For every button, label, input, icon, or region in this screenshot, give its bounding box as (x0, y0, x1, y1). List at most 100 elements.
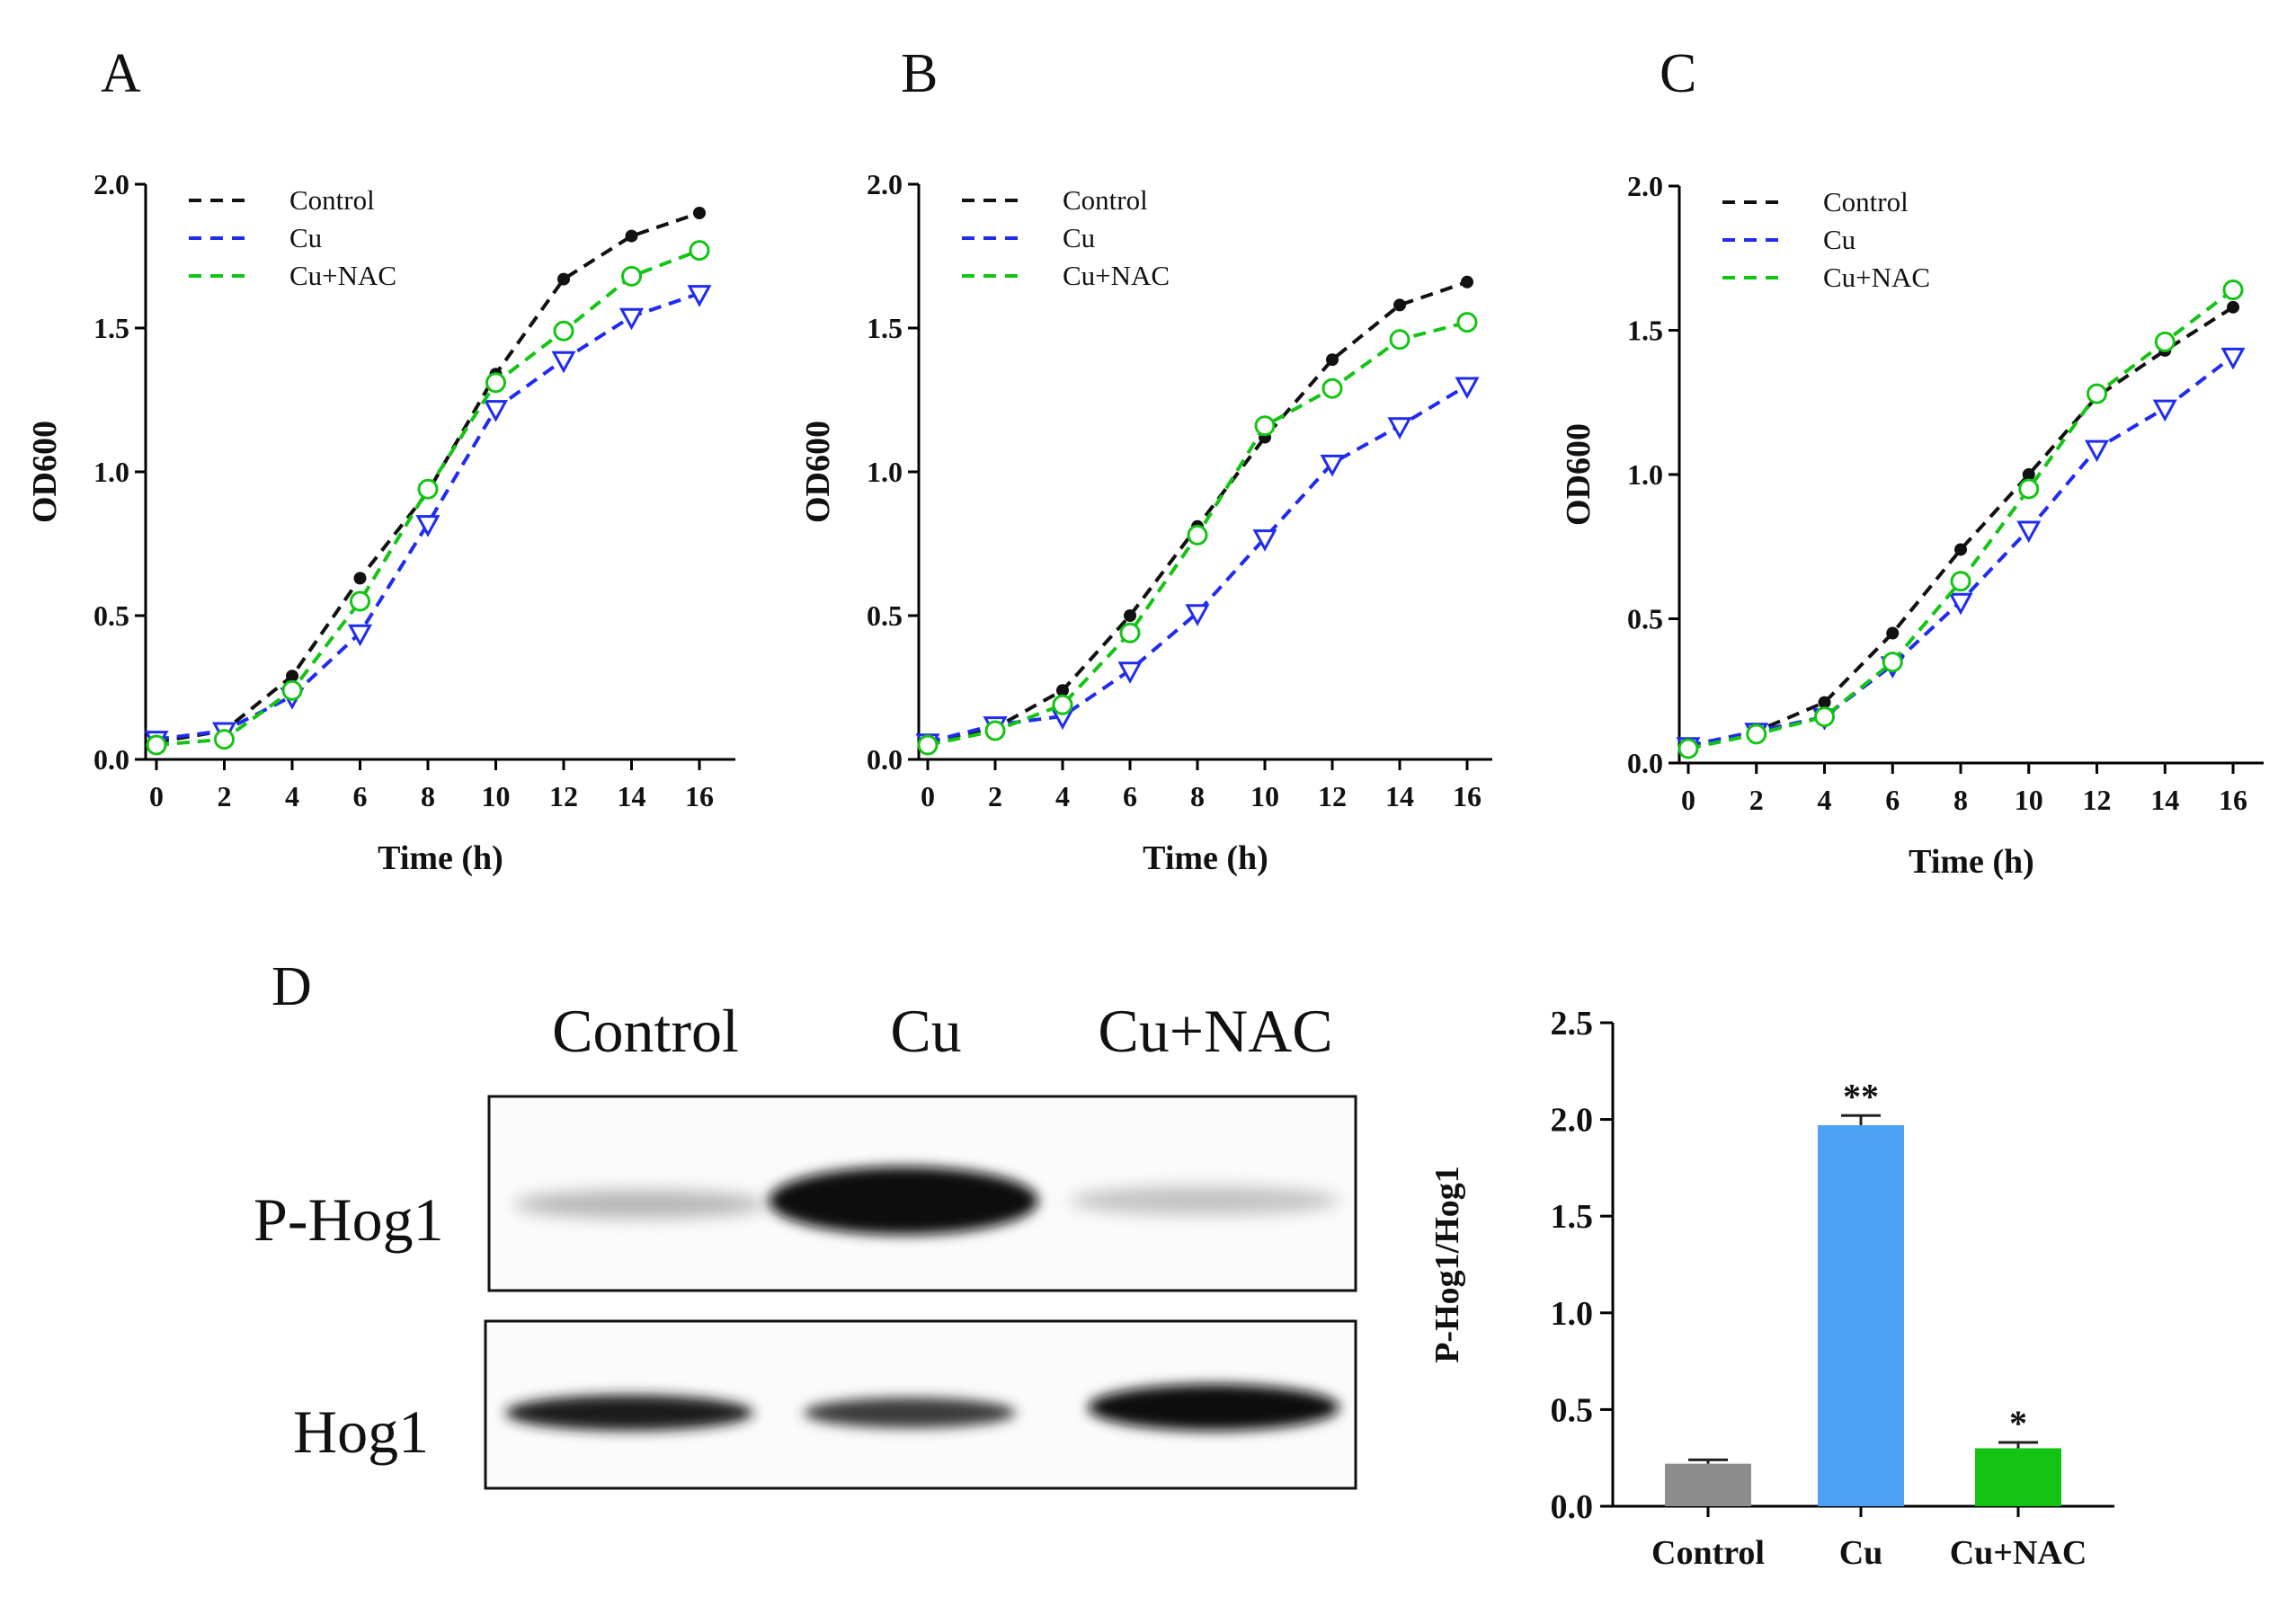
data-point-a (618, 307, 645, 331)
data-point-b (1393, 298, 1406, 312)
data-point-b (1461, 275, 1473, 288)
band-hog1-cu (804, 1397, 1016, 1428)
data-point-a (687, 285, 712, 307)
data-point-a (415, 515, 441, 537)
bar-1 (1818, 1125, 1904, 1506)
x-tick-label-b: 2 (988, 780, 1002, 812)
y-tick-label-a: 2.0 (93, 168, 129, 200)
bar-category-label: Control (1651, 1534, 1765, 1572)
data-point-b (1456, 312, 1478, 333)
band-p-hog1-cu (769, 1167, 1038, 1235)
bar-2 (1975, 1448, 2061, 1506)
legend-label-b: Cu+NAC (1063, 260, 1170, 291)
data-point-b (1052, 694, 1073, 715)
data-point-c (1882, 652, 1903, 673)
x-tick-label-c: 12 (2083, 784, 2112, 816)
data-point-c (1814, 706, 1835, 728)
y-tick-label-a: 0.5 (93, 599, 129, 632)
panel-letter-a: A (101, 43, 141, 104)
data-point-b (1119, 622, 1141, 643)
legend-label-b: Control (1063, 184, 1148, 216)
legend-label-a: Control (289, 184, 375, 216)
data-point-a (551, 350, 576, 374)
x-tick-label-b: 8 (1190, 780, 1205, 812)
data-point-b (1117, 661, 1143, 684)
x-axis-title-c: Time (h) (1909, 843, 2034, 881)
bar-category-label: Cu+NAC (1950, 1534, 2087, 1572)
bar-y-tick-label: 1.0 (1551, 1295, 1594, 1333)
x-tick-label-c: 8 (1953, 784, 1968, 816)
x-tick-label-a: 0 (149, 780, 164, 812)
growth-chart-b: 0.0 0.5 1.0 1.5 2.0 0 2 4 6 8 10 12 14 16 Time (h) OD60… (799, 168, 1492, 877)
data-point-c (2227, 300, 2239, 314)
data-point-c (2222, 279, 2244, 301)
y-tick-label-b: 0.5 (867, 599, 903, 632)
data-point-b (1124, 609, 1136, 622)
y-tick-label-b: 2.0 (867, 168, 903, 200)
data-point-b (1252, 529, 1277, 552)
data-point-c (2152, 399, 2177, 422)
panel-letter-c: C (1660, 43, 1696, 104)
data-point-a (483, 400, 509, 422)
data-point-a (557, 272, 570, 286)
data-point-a (353, 572, 367, 585)
x-tick-label-b: 6 (1123, 780, 1137, 812)
x-tick-label-b: 12 (1318, 780, 1347, 812)
data-point-a (286, 670, 298, 683)
data-point-c (2022, 468, 2035, 481)
x-tick-label-a: 14 (618, 780, 646, 812)
data-point-b (1056, 684, 1069, 697)
series-line-c-0 (1687, 306, 2235, 748)
data-point-c (2016, 520, 2042, 544)
panel-letter-b: B (901, 43, 938, 104)
data-point-a (621, 265, 642, 287)
series-line-a-1 (156, 291, 700, 741)
y-tick-label-b: 1.5 (867, 312, 903, 344)
y-tick-label-c: 1.0 (1627, 458, 1663, 491)
data-point-c (2220, 347, 2246, 370)
x-tick-label-c: 4 (1818, 784, 1832, 816)
panel-letter-d: D (271, 956, 312, 1017)
bar-category-label: Cu (1839, 1534, 1883, 1572)
bar-y-tick-label: 2.0 (1551, 1102, 1594, 1140)
x-tick-label-a: 2 (218, 780, 232, 812)
growth-chart-a: 0.0 0.5 1.0 1.5 2.0 0 2 4 6 8 10 12 14 16 Time (h) OD60… (26, 168, 735, 877)
significance-mark-1: ** (1843, 1076, 1879, 1116)
x-tick-label-c: 10 (2015, 784, 2043, 816)
y-tick-label-a: 1.5 (93, 312, 129, 344)
data-point-a (214, 729, 235, 750)
y-axis-title-b: OD600 (799, 421, 837, 523)
y-tick-label-b: 0.0 (867, 743, 903, 776)
legend-label-c: Cu (1823, 224, 1855, 255)
data-point-a (146, 734, 167, 756)
x-tick-label-b: 14 (1385, 780, 1414, 812)
data-point-b (917, 734, 939, 756)
x-tick-label-a: 6 (353, 780, 368, 812)
data-point-b (1254, 415, 1276, 437)
y-tick-label-b: 1.0 (867, 456, 903, 488)
x-tick-label-c: 2 (1749, 784, 1764, 816)
row-label-p-hog1: P-Hog1 (254, 1185, 444, 1254)
y-tick-label-c: 2.0 (1627, 170, 1663, 202)
data-point-c (2018, 478, 2040, 500)
x-tick-label-b: 16 (1453, 780, 1482, 812)
bar-y-tick-label: 0.0 (1551, 1488, 1594, 1526)
data-point-a (485, 372, 506, 394)
x-tick-label-c: 0 (1681, 784, 1695, 816)
y-axis-title-a: OD600 (26, 421, 64, 523)
x-tick-label-c: 6 (1885, 784, 1900, 816)
y-tick-label-c: 0.0 (1627, 747, 1663, 779)
x-tick-label-c: 14 (2150, 784, 2179, 816)
band-hog1-control (505, 1395, 753, 1431)
series-line-b-1 (927, 384, 1469, 744)
data-point-c (1948, 592, 1973, 616)
data-point-b (1387, 417, 1412, 439)
legend-label-a: Cu (289, 222, 322, 253)
growth-chart-c: 0.0 0.5 1.0 1.5 2.0 0 2 4 6 8 10 12 14 16 Time (h) OD60… (1560, 170, 2264, 881)
data-point-c (1954, 543, 1967, 556)
lane-label-cu-nac: Cu+NAC (1098, 997, 1332, 1065)
data-point-a (625, 229, 638, 243)
data-point-b (1187, 524, 1208, 546)
x-tick-label-a: 10 (482, 780, 511, 812)
